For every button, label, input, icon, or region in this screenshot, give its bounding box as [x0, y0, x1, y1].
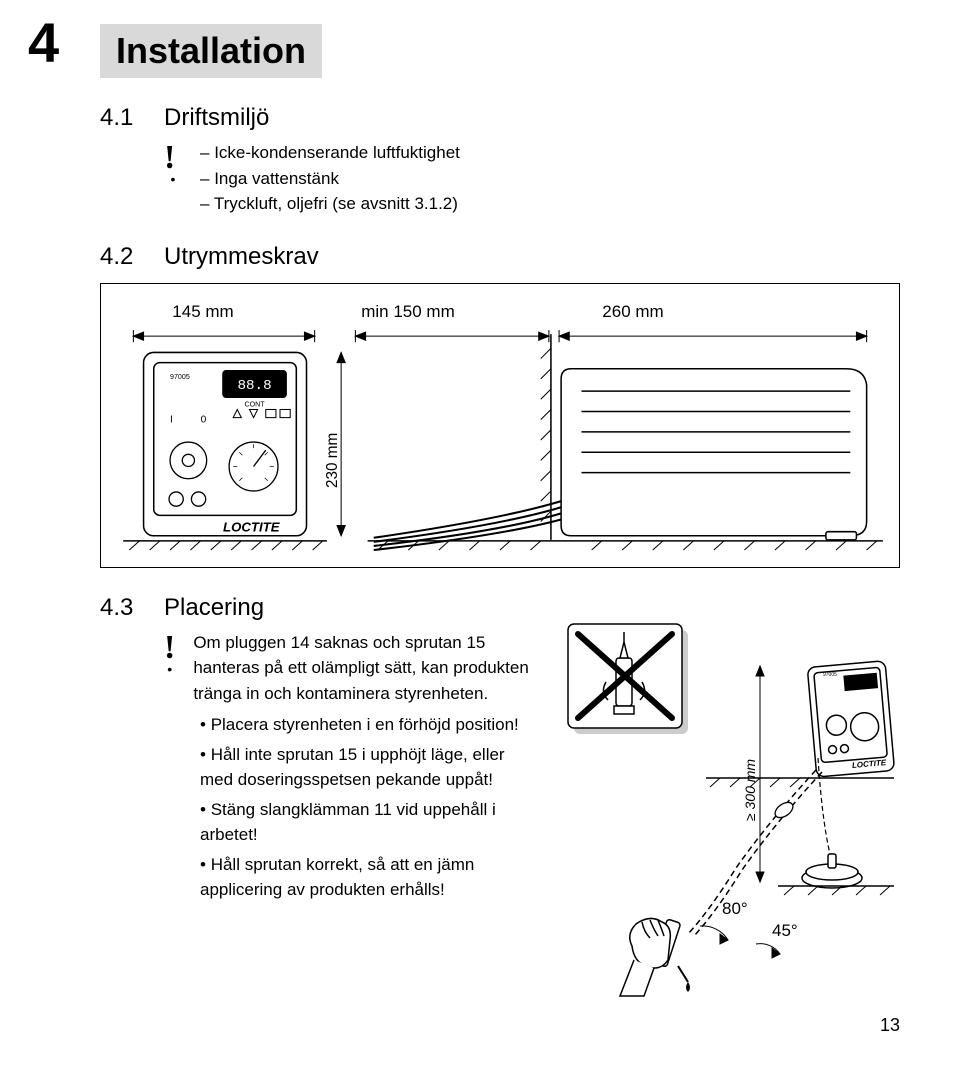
section-43: 4.3 Placering ! • Om pluggen 14 saknas o…: [100, 594, 900, 1005]
section-42-title: Utrymmeskrav: [164, 243, 319, 271]
list-item: Håll inte sprutan 15 i upphöjt läge, ell…: [200, 742, 532, 793]
clearance-svg: 88.8 97005 CONT I 0: [113, 328, 887, 562]
list-item: Tryckluft, oljefri (se avsnitt 3.1.2): [200, 191, 460, 217]
svg-text:80°: 80°: [722, 899, 748, 918]
svg-text:LOCTITE: LOCTITE: [223, 519, 281, 534]
section-43-bullets: Placera styrenheten i en förhöjd positio…: [200, 712, 532, 903]
page-number: 13: [100, 1015, 900, 1036]
dim-gap: min 150 mm: [293, 302, 523, 322]
list-item: Stäng slangklämman 11 vid uppehåll i arb…: [200, 797, 532, 848]
svg-text:0: 0: [201, 414, 207, 425]
caution-icon: ! •: [164, 140, 182, 187]
svg-text:97005: 97005: [823, 672, 837, 678]
svg-text:I: I: [170, 414, 173, 425]
list-item: Icke-kondenserande luftfuktighet: [200, 140, 460, 166]
list-item: Placera styrenheten i en förhöjd positio…: [200, 712, 532, 738]
section-42-num: 4.2: [100, 243, 144, 271]
section-42: 4.2 Utrymmeskrav 145 mm min 150 mm 260 m…: [100, 243, 900, 568]
warning-text: Om pluggen 14 saknas och sprutan 15 hant…: [193, 630, 532, 707]
usage-diagram-svg: 97005 LOCTITE ≥ 300 mm: [560, 620, 900, 1000]
section-41: 4.1 Driftsmiljö ! • Icke-kondenserande l…: [100, 104, 900, 217]
section-43-num: 4.3: [100, 594, 144, 622]
section-41-title: Driftsmiljö: [164, 104, 269, 132]
svg-text:≥ 300 mm: ≥ 300 mm: [742, 758, 758, 820]
svg-text:97005: 97005: [170, 372, 190, 380]
section-43-title: Placering: [164, 594, 264, 622]
list-item: Inga vattenstänk: [200, 166, 460, 192]
section-41-list: Icke-kondenserande luftfuktighet Inga va…: [200, 140, 460, 217]
svg-text:88.8: 88.8: [237, 378, 271, 394]
list-item: Håll sprutan korrekt, så att en jämn app…: [200, 852, 532, 903]
svg-text:CONT: CONT: [244, 400, 265, 408]
svg-text:45°: 45°: [772, 921, 798, 940]
caution-icon: ! •: [164, 630, 175, 677]
dim-width-1: 145 mm: [113, 302, 293, 322]
clearance-figure: 145 mm min 150 mm 260 mm: [100, 283, 900, 568]
section-41-num: 4.1: [100, 104, 144, 132]
chapter-title: Installation: [100, 24, 322, 78]
chapter-number: 4: [28, 10, 59, 75]
dim-width-2: 260 mm: [523, 302, 743, 322]
svg-text:230 mm: 230 mm: [324, 432, 341, 487]
